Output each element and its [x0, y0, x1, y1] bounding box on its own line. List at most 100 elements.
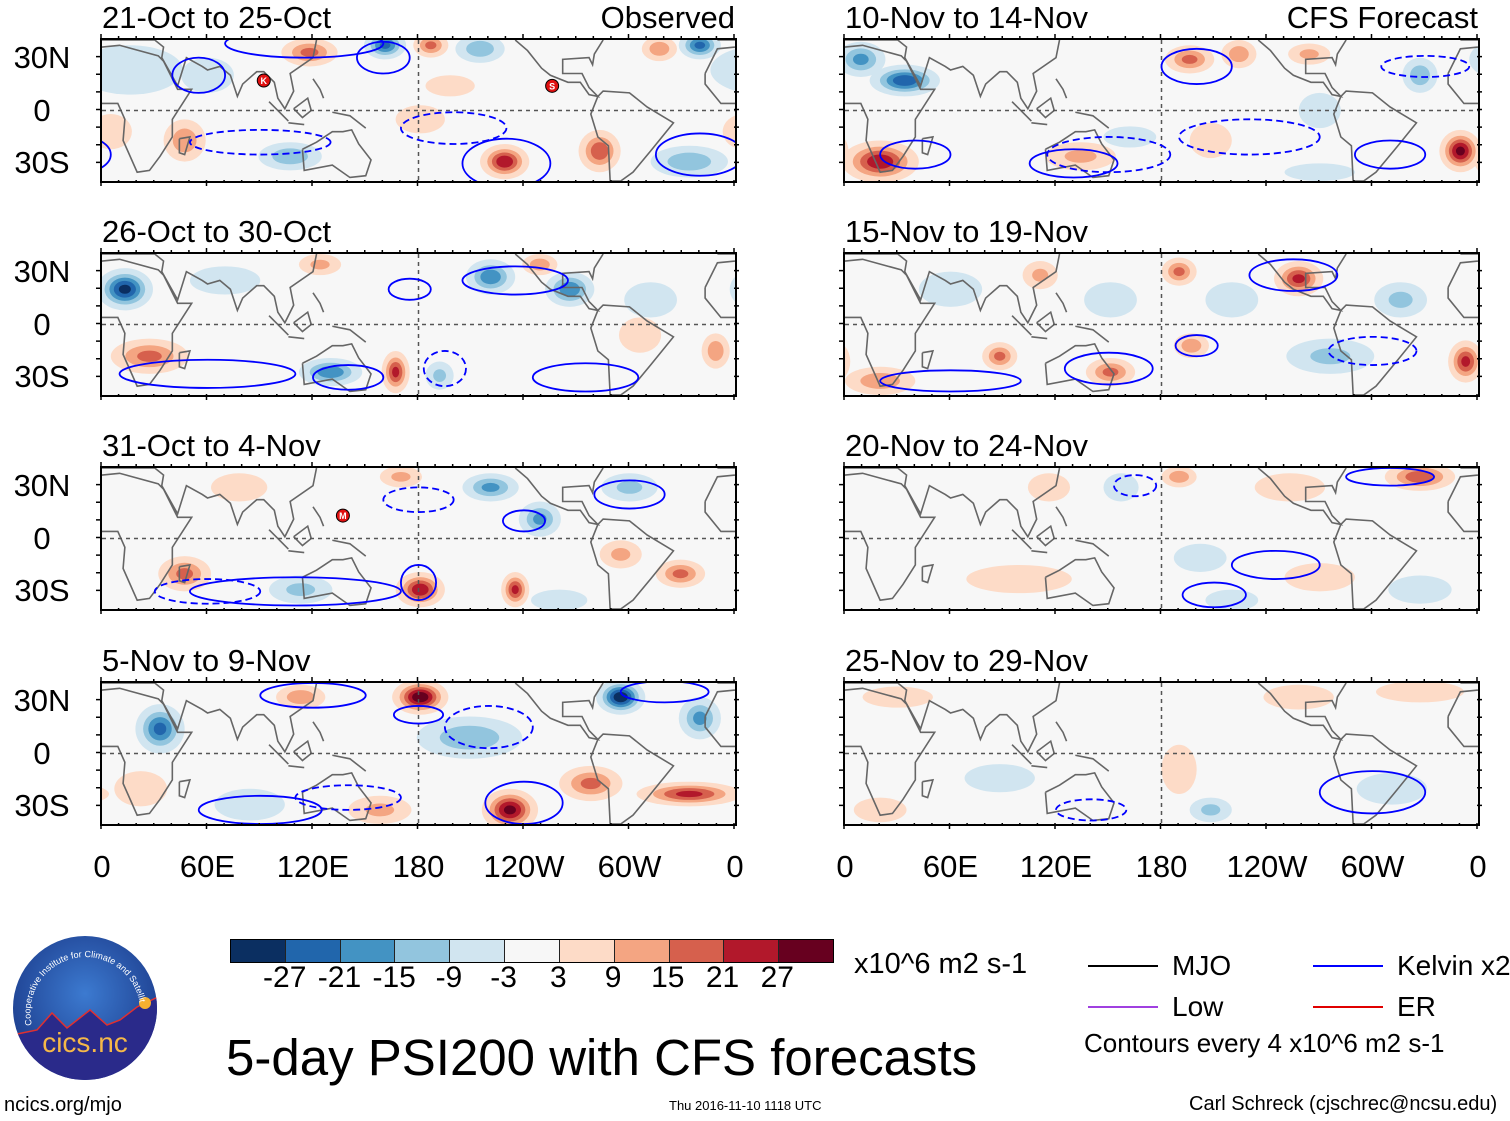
y-tick-label: 30N	[13, 253, 71, 289]
author-credit: Carl Schreck (cjschrec@ncsu.edu)	[1189, 1093, 1498, 1115]
anomaly-fills	[853, 683, 1464, 823]
coastline	[1031, 336, 1048, 340]
kelvin-contour	[189, 128, 332, 156]
coastline	[178, 135, 192, 156]
anomaly-shade	[1263, 684, 1334, 710]
coastline	[921, 349, 935, 370]
y-tick-label: 30N	[13, 39, 71, 75]
colorbar-label: 15	[651, 961, 685, 994]
y-tick-label: 30S	[14, 573, 70, 609]
kelvin-contour	[259, 683, 367, 709]
coastline	[102, 254, 318, 325]
kelvin-contour	[1113, 474, 1158, 498]
coastline	[102, 683, 318, 754]
anomaly-shade	[1228, 46, 1249, 63]
axis-ticks	[96, 34, 739, 186]
anomaly-shade	[1205, 282, 1259, 318]
colorbar-swatch	[340, 940, 396, 962]
coastline	[589, 733, 675, 824]
anomaly-shade	[1103, 473, 1139, 502]
coastline	[1257, 254, 1347, 312]
coastline	[589, 518, 675, 609]
kelvin-contour	[1318, 770, 1427, 815]
anomaly-shade	[1299, 49, 1319, 59]
panel-title: 31-Oct to 4-Nov	[102, 428, 321, 463]
colorbar-label: 27	[760, 961, 794, 994]
anomaly-shade	[1169, 470, 1189, 483]
kelvin-contour	[400, 564, 437, 602]
panel-title: 5-Nov to 9-Nov	[102, 643, 311, 678]
y-tick-label: 0	[33, 735, 51, 771]
tropical-storm-icon: K	[256, 73, 271, 88]
panel-title: 26-Oct to 30-Oct	[102, 214, 332, 249]
anomaly-shade	[119, 285, 130, 294]
kelvin-contour	[1380, 54, 1471, 78]
colorbar-label: -3	[490, 961, 517, 994]
panel-title: 15-Nov to 19-Nov	[845, 214, 1088, 249]
anomaly-shade	[918, 271, 983, 307]
kelvin-contour	[1181, 581, 1247, 609]
anomaly-shade	[729, 276, 735, 302]
coastline	[845, 40, 1061, 111]
coastline	[102, 468, 318, 539]
anomaly-shade	[415, 693, 426, 701]
tropical-storm-icon: S	[545, 78, 560, 93]
colorbar-label: 21	[705, 961, 740, 994]
anomaly-shade	[1181, 54, 1198, 64]
coastline	[268, 529, 289, 550]
anomaly-shade	[590, 142, 609, 160]
figure-title: 5-day PSI200 with CFS forecasts	[226, 1029, 978, 1086]
kelvin-contour	[382, 486, 455, 513]
coastlines	[102, 40, 735, 181]
coastline	[102, 687, 194, 817]
colorbar	[230, 939, 834, 963]
coastline	[845, 258, 937, 388]
coastline	[845, 254, 1061, 325]
anomaly-fills	[158, 468, 706, 609]
anomaly-shade	[624, 282, 677, 318]
anomaly-shade	[1173, 543, 1227, 572]
anomaly-shade	[411, 583, 429, 596]
anomaly-shade	[616, 480, 643, 494]
coastline	[1011, 529, 1032, 550]
anomaly-shade	[211, 473, 268, 502]
kelvin-contour	[1354, 139, 1427, 170]
map-panel: M 31-Oct to 4-Nov	[96, 428, 739, 614]
anomaly-shade	[853, 797, 907, 823]
anomaly-shade	[1064, 149, 1097, 163]
coastline	[1257, 683, 1347, 741]
colorbar-swatch	[779, 940, 833, 962]
coastline	[514, 683, 604, 741]
coastline	[921, 563, 935, 584]
anomaly-shade	[1461, 356, 1471, 367]
kelvin-contour	[879, 139, 952, 170]
kelvin-contour	[1063, 351, 1154, 386]
panel-title: 10-Nov to 14-Nov	[845, 0, 1088, 35]
coastlines	[845, 40, 1478, 181]
map-panel: 10-Nov to 14-Nov CFS Forecast	[839, 0, 1482, 186]
anomaly-shade	[892, 75, 917, 86]
panel-title: 20-Nov to 24-Nov	[845, 428, 1088, 463]
kelvin-contour	[400, 111, 508, 145]
x-tick-label: 180	[1135, 849, 1188, 884]
kelvin-contour	[197, 794, 323, 824]
y-tick-label: 0	[33, 520, 51, 556]
coastline	[1075, 754, 1110, 772]
anomaly-shade	[1388, 291, 1413, 308]
kelvin-contour	[501, 509, 546, 533]
axis-ticks	[96, 677, 739, 829]
coastline	[1011, 744, 1032, 765]
anomaly-shade	[102, 787, 110, 801]
coastline	[1044, 342, 1115, 393]
anomaly-shade	[1410, 65, 1430, 86]
colorbar-swatch	[395, 940, 451, 962]
anomaly-shade	[480, 269, 501, 285]
footer-url: ncics.org/mjo	[4, 1094, 122, 1116]
anomaly-shade	[964, 764, 1035, 793]
coastline	[589, 90, 675, 181]
anomaly-shade	[511, 585, 519, 595]
kelvin-contour	[1248, 258, 1339, 292]
anomaly-shade	[137, 350, 162, 362]
kelvin-contour	[294, 784, 402, 811]
anomaly-shade	[1173, 267, 1185, 277]
